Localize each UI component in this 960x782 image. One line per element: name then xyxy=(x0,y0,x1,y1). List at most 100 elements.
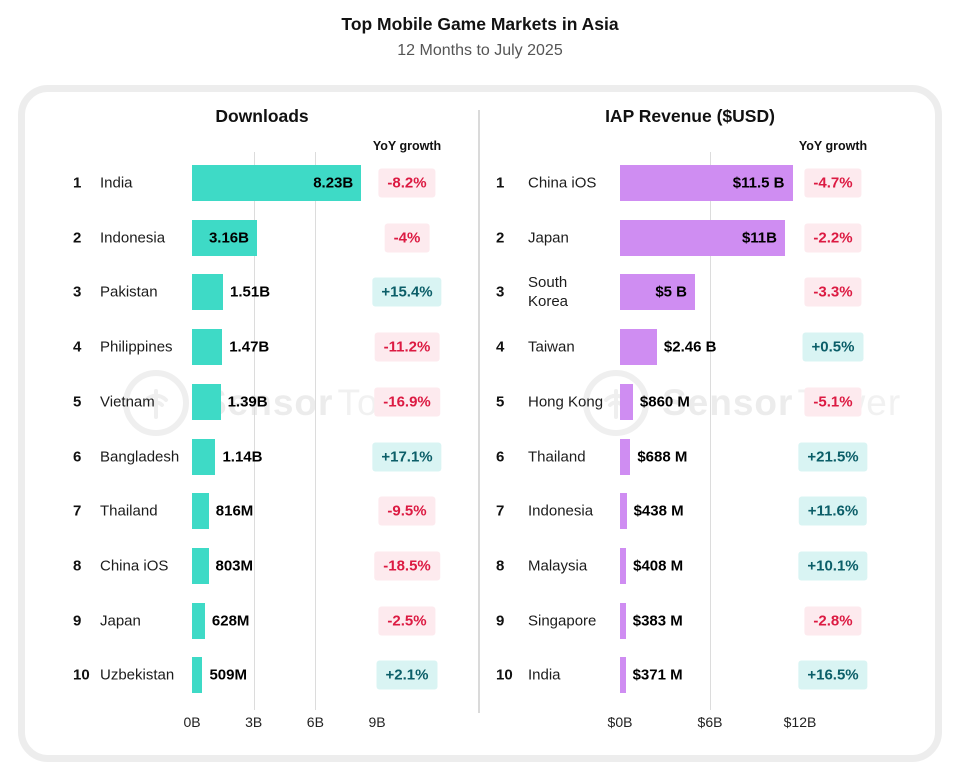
country-label: Indonesia xyxy=(528,502,594,520)
yoy-badge: -18.5% xyxy=(374,551,440,581)
row-rank: 6 xyxy=(73,448,82,465)
value-bar xyxy=(620,657,626,694)
row-rank: 3 xyxy=(496,283,505,301)
row-rank: 7 xyxy=(73,502,82,520)
sensortower-watermark: SensorTower xyxy=(580,367,901,439)
watermark-text-bold: Sensor xyxy=(202,382,334,423)
row-rank: 4 xyxy=(496,338,505,356)
value-bar xyxy=(620,602,626,639)
value-label: $11B xyxy=(741,229,777,247)
value-label: $860 M xyxy=(639,393,690,411)
row-rank: 10 xyxy=(73,666,90,684)
value-label: $383 M xyxy=(632,612,683,630)
yoy-badge: +10.1% xyxy=(798,551,868,581)
row-rank: 2 xyxy=(496,229,505,247)
yoy-badge: -8.2% xyxy=(378,168,436,198)
axis-tick-label: $0B xyxy=(607,714,633,730)
value-bar xyxy=(620,493,627,530)
country-label: Hong Kong xyxy=(528,393,604,411)
value-label: 1.51B xyxy=(230,283,271,301)
value-bar xyxy=(192,165,362,201)
yoy-badge: -11.2% xyxy=(374,332,440,362)
row-rank: 6 xyxy=(496,448,505,465)
yoy-badge: -5.1% xyxy=(804,387,862,417)
value-label: 1.14B xyxy=(222,448,263,465)
row-rank: 5 xyxy=(496,393,505,411)
gridline xyxy=(710,152,711,710)
value-label: $408 M xyxy=(633,557,684,575)
value-bar xyxy=(192,493,209,530)
value-label: 816M xyxy=(215,502,254,520)
row-rank: 8 xyxy=(496,557,505,575)
value-label: 1.39B xyxy=(227,393,268,411)
value-bar xyxy=(620,165,793,201)
chart-title: Top Mobile Game Markets in Asia xyxy=(341,14,619,34)
country-label: Indonesia xyxy=(100,229,166,247)
value-label: $11.5 B xyxy=(732,174,785,192)
country-label: India xyxy=(528,666,561,684)
gridline xyxy=(315,152,317,710)
yoy-badge: -2.2% xyxy=(804,223,862,253)
value-bar xyxy=(620,383,633,420)
yoy-badge: +17.1% xyxy=(372,442,442,471)
value-bar xyxy=(620,329,657,366)
value-bar xyxy=(192,274,224,311)
country-label: Singapore xyxy=(528,612,597,630)
value-label: 1.47B xyxy=(229,338,270,356)
chart-card: SensorTower Downloads YoY growth 1 India 8.23… xyxy=(18,85,942,762)
country-label: China iOS xyxy=(100,557,169,575)
row-rank: 4 xyxy=(73,338,82,356)
yoy-badge: +15.4% xyxy=(372,277,442,307)
row-rank: 5 xyxy=(73,393,82,411)
value-bar xyxy=(192,547,209,584)
gridline xyxy=(253,152,255,710)
iap-revenue-panel: SensorTower IAP Revenue ($USD) YoY growth 1… xyxy=(25,92,935,755)
yoy-badge: -9.5% xyxy=(378,496,436,526)
value-bar xyxy=(620,219,785,256)
country-label: Pakistan xyxy=(100,283,158,301)
downloads-panel: SensorTower Downloads YoY growth 1 India 8.23… xyxy=(25,92,935,755)
watermark-text-bold: Sensor xyxy=(662,382,794,423)
value-bar xyxy=(192,219,257,256)
country-label: Japan xyxy=(100,612,141,630)
yoy-badge: -2.8% xyxy=(804,606,862,636)
row-rank: 10 xyxy=(496,666,513,684)
country-label: Philippines xyxy=(100,338,173,356)
yoy-badge: +2.1% xyxy=(376,660,438,690)
value-label: 628M xyxy=(211,612,250,630)
country-label: Malaysia xyxy=(528,557,588,575)
row-rank: 1 xyxy=(496,174,505,192)
value-label: $438 M xyxy=(633,502,684,520)
panel-divider xyxy=(478,110,480,713)
chart-subtitle: 12 Months to July 2025 xyxy=(397,42,563,59)
row-rank: 7 xyxy=(496,502,505,520)
yoy-badge: +16.5% xyxy=(798,660,868,690)
country-label: Thailand xyxy=(528,448,586,465)
row-rank: 9 xyxy=(496,612,505,630)
yoy-badge: -4% xyxy=(384,223,430,253)
country-label: India xyxy=(100,174,133,192)
axis-tick-label: $12B xyxy=(783,714,817,730)
country-label: Uzbekistan xyxy=(100,666,175,684)
country-label: Taiwan xyxy=(528,338,575,356)
yoy-badge: -2.5% xyxy=(378,606,436,636)
country-label: Japan xyxy=(528,229,569,247)
axis-tick-label: 3B xyxy=(245,714,263,730)
value-bar xyxy=(192,383,221,420)
value-label: $5 B xyxy=(655,283,687,301)
value-label: $2.46 B xyxy=(663,338,717,356)
row-rank: 3 xyxy=(73,283,82,301)
axis-tick-label: $6B xyxy=(697,714,723,730)
value-bar xyxy=(192,657,203,694)
value-bar xyxy=(620,547,627,584)
axis-tick-label: 6B xyxy=(306,714,324,730)
panel-title: Downloads xyxy=(215,106,309,126)
value-label: 509M xyxy=(209,666,247,684)
yoy-growth-header: YoY growth xyxy=(798,139,868,153)
value-bar xyxy=(192,438,216,475)
country-label: China iOS xyxy=(528,174,597,192)
value-label: 3.16B xyxy=(208,229,249,247)
yoy-growth-header: YoY growth xyxy=(372,139,442,153)
yoy-badge: +21.5% xyxy=(798,442,868,471)
